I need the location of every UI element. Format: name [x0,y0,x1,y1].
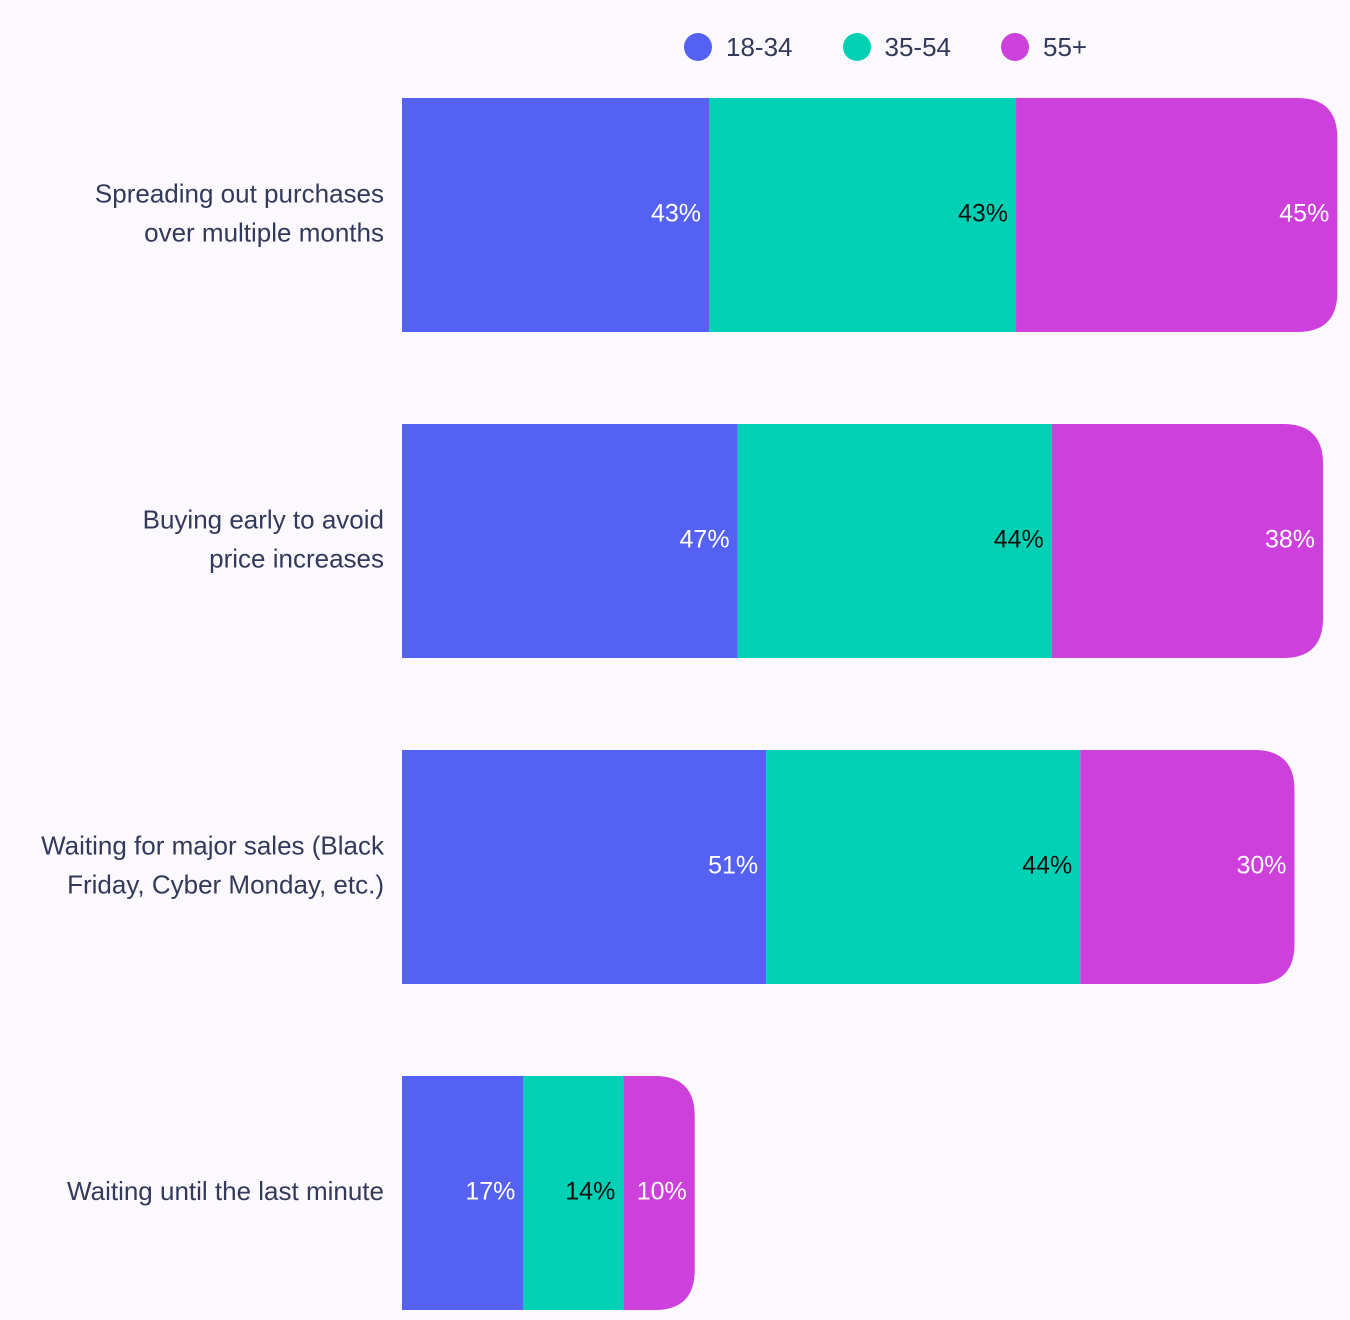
legend-label-35-54: 35-54 [884,31,952,62]
bar-segment-35-54 [737,424,1052,658]
bar-segment-18-34 [402,424,738,658]
legend-label-18-34: 18-34 [726,31,793,62]
data-label: 17% [465,1178,515,1206]
bar-segment-55-plus [1016,98,1338,332]
bar-segment-18-34 [402,1076,524,1310]
data-label: 43% [958,200,1008,228]
data-label: 14% [565,1178,615,1206]
bar-segment-55-plus [1080,750,1295,984]
data-label: 30% [1236,852,1286,880]
data-label: 44% [994,526,1044,554]
category-label: Spreading out purchases over multiple mon… [95,178,384,247]
legend-item-35-54: 35-54 [842,31,952,63]
legend-item-55-plus: 55+ [1001,32,1087,63]
data-label: 45% [1279,200,1329,228]
legend-swatch-35-54 [842,33,871,61]
data-label: 47% [680,526,730,554]
bar-segment-18-34 [402,750,767,984]
chart-legend: 18-34 35-54 55+ [684,30,1137,64]
bar-segment-55-plus [1051,424,1324,658]
legend-swatch-18-34 [684,33,712,61]
bar-segment-55-plus [623,1076,695,1310]
bar-segment-35-54 [766,750,1081,984]
data-label: 51% [708,852,758,880]
data-label: 44% [1022,852,1072,880]
legend-label-55-plus: 55+ [1043,31,1088,62]
bar-segment-35-54 [709,98,1017,332]
category-label: Waiting for major sales (Black Friday, Cy… [41,830,385,899]
bar-segment-35-54 [523,1076,624,1310]
legend-item-18-34: 18-34 [684,32,793,63]
data-label: 43% [651,200,701,228]
bar-segment-18-34 [402,98,710,332]
data-label: 38% [1265,526,1315,554]
legend-swatch-55-plus [1001,33,1029,61]
category-label: Buying early to avoid price increases [143,504,384,573]
data-label: 10% [637,1178,687,1206]
category-label: Waiting until the last minute [67,1176,384,1206]
